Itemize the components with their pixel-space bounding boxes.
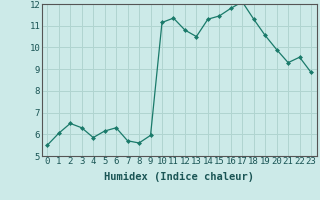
X-axis label: Humidex (Indice chaleur): Humidex (Indice chaleur)	[104, 172, 254, 182]
